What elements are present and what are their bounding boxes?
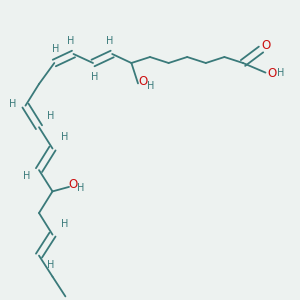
Text: H: H <box>61 132 68 142</box>
Text: H: H <box>77 183 85 194</box>
Text: O: O <box>69 178 78 191</box>
Text: H: H <box>9 99 16 109</box>
Text: O: O <box>262 39 271 52</box>
Text: H: H <box>47 260 55 270</box>
Text: H: H <box>52 44 59 55</box>
Text: H: H <box>61 219 68 229</box>
Text: H: H <box>91 71 98 82</box>
Text: H: H <box>23 171 31 181</box>
Text: H: H <box>147 81 154 92</box>
Text: H: H <box>106 35 113 46</box>
Text: O: O <box>139 75 148 88</box>
Text: H: H <box>278 68 285 78</box>
Text: O: O <box>268 67 277 80</box>
Text: H: H <box>47 111 55 121</box>
Text: H: H <box>68 35 75 46</box>
